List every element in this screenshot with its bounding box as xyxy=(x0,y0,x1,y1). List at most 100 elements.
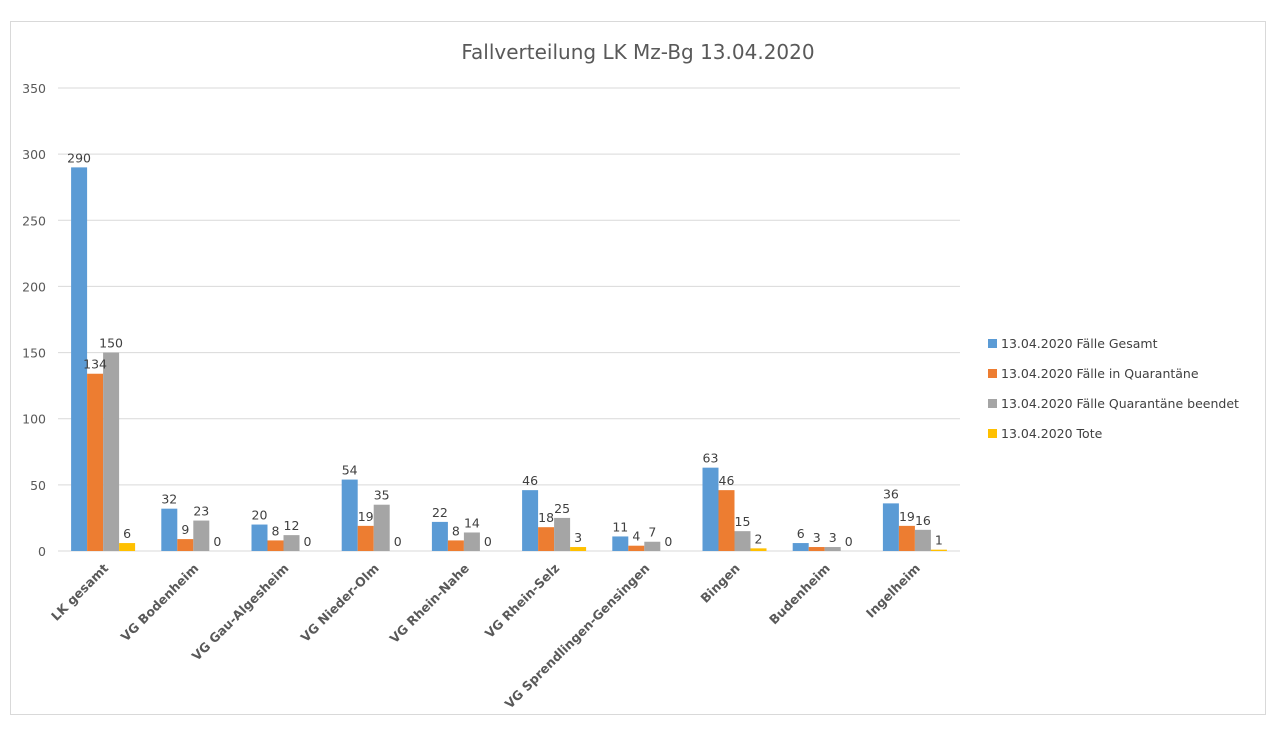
x-category-label: Ingelheim xyxy=(863,561,923,621)
bar xyxy=(644,541,661,551)
data-label: 0 xyxy=(304,534,312,549)
data-label: 63 xyxy=(703,451,719,466)
bar xyxy=(538,527,555,551)
bar xyxy=(119,543,136,551)
bar xyxy=(750,548,767,551)
bar xyxy=(914,529,931,551)
x-category-label: VG Rhein-Nahe xyxy=(387,561,473,647)
bar xyxy=(193,520,210,551)
x-category-label: Bingen xyxy=(697,561,742,606)
data-label: 46 xyxy=(719,473,735,488)
data-label: 2 xyxy=(755,531,763,546)
data-label: 3 xyxy=(829,530,837,545)
legend-swatch xyxy=(988,399,997,408)
gridlines xyxy=(58,87,960,552)
bar xyxy=(251,524,268,551)
x-category-label: VG Sprendlingen-Gensingen xyxy=(502,561,653,712)
bar xyxy=(930,549,947,551)
bar xyxy=(898,525,915,551)
data-label: 35 xyxy=(374,488,390,503)
bar xyxy=(431,521,448,551)
bar xyxy=(103,352,120,551)
data-label: 0 xyxy=(664,534,672,549)
bar xyxy=(357,525,374,551)
data-label: 7 xyxy=(648,525,656,540)
data-label: 23 xyxy=(193,504,209,519)
bar xyxy=(283,535,300,551)
data-label: 4 xyxy=(632,529,640,544)
bar xyxy=(718,490,735,551)
bar xyxy=(373,504,390,551)
legend-entry: 13.04.2020 Fälle Quarantäne beendet xyxy=(1001,396,1239,411)
data-label: 22 xyxy=(432,505,448,520)
data-label: 6 xyxy=(797,526,805,541)
bar xyxy=(702,467,719,551)
data-label: 25 xyxy=(554,501,570,516)
data-label: 18 xyxy=(538,510,554,525)
chart-title: Fallverteilung LK Mz-Bg 13.04.2020 xyxy=(461,40,814,64)
bar xyxy=(554,517,571,551)
bar xyxy=(71,167,88,551)
bar xyxy=(267,540,284,551)
y-tick-label: 300 xyxy=(22,147,46,162)
legend: 13.04.2020 Fälle Gesamt 13.04.2020 Fälle … xyxy=(988,336,1239,441)
data-label: 150 xyxy=(99,336,123,351)
bar xyxy=(882,503,899,551)
bar xyxy=(612,536,629,551)
bar xyxy=(628,545,645,551)
bar xyxy=(570,547,587,551)
x-category-label: VG Bodenheim xyxy=(118,561,202,645)
y-tick-label: 0 xyxy=(38,544,46,559)
data-label: 12 xyxy=(284,518,300,533)
y-tick-label: 200 xyxy=(22,279,46,294)
bar xyxy=(341,479,358,551)
legend-swatch xyxy=(988,429,997,438)
data-label: 3 xyxy=(574,530,582,545)
x-category-label: Budenheim xyxy=(766,561,833,628)
legend-entry: 13.04.2020 Fälle in Quarantäne xyxy=(1001,366,1199,381)
bar xyxy=(463,532,480,551)
y-axis-ticks: 0 50 100 150 200 250 300 350 xyxy=(22,81,46,559)
legend-entry: 13.04.2020 Fälle Gesamt xyxy=(1001,336,1158,351)
legend-entry: 13.04.2020 Tote xyxy=(1001,426,1103,441)
bar xyxy=(792,543,809,551)
data-label: 54 xyxy=(342,463,358,478)
legend-swatch xyxy=(988,339,997,348)
data-label: 1 xyxy=(935,533,943,548)
bar xyxy=(177,539,194,551)
data-label: 14 xyxy=(464,515,480,530)
data-label: 0 xyxy=(394,534,402,549)
bar xyxy=(87,373,104,551)
data-label: 19 xyxy=(358,509,374,524)
bar xyxy=(734,531,751,551)
x-category-label: VG Nieder-Olm xyxy=(298,561,382,645)
bar xyxy=(808,547,825,551)
x-category-label: LK gesamt xyxy=(48,561,111,624)
data-label: 9 xyxy=(181,522,189,537)
y-tick-label: 50 xyxy=(30,478,46,493)
data-label: 0 xyxy=(484,534,492,549)
data-label: 8 xyxy=(452,523,460,538)
data-label: 36 xyxy=(883,486,899,501)
bar xyxy=(824,547,841,551)
data-label: 8 xyxy=(272,523,280,538)
data-label: 0 xyxy=(845,534,853,549)
x-category-label: VG Rhein-Selz xyxy=(482,561,562,641)
data-label: 3 xyxy=(813,530,821,545)
legend-swatch xyxy=(988,369,997,378)
chart-frame xyxy=(10,21,1266,715)
data-label: 134 xyxy=(83,357,107,372)
data-label: 11 xyxy=(612,519,628,534)
bars xyxy=(71,167,947,551)
y-tick-label: 150 xyxy=(22,346,46,361)
data-label: 20 xyxy=(252,508,268,523)
data-label: 6 xyxy=(123,526,131,541)
data-label: 290 xyxy=(67,150,91,165)
data-label: 0 xyxy=(213,534,221,549)
y-tick-label: 350 xyxy=(22,81,46,96)
data-label: 15 xyxy=(735,514,751,529)
data-label: 16 xyxy=(915,513,931,528)
